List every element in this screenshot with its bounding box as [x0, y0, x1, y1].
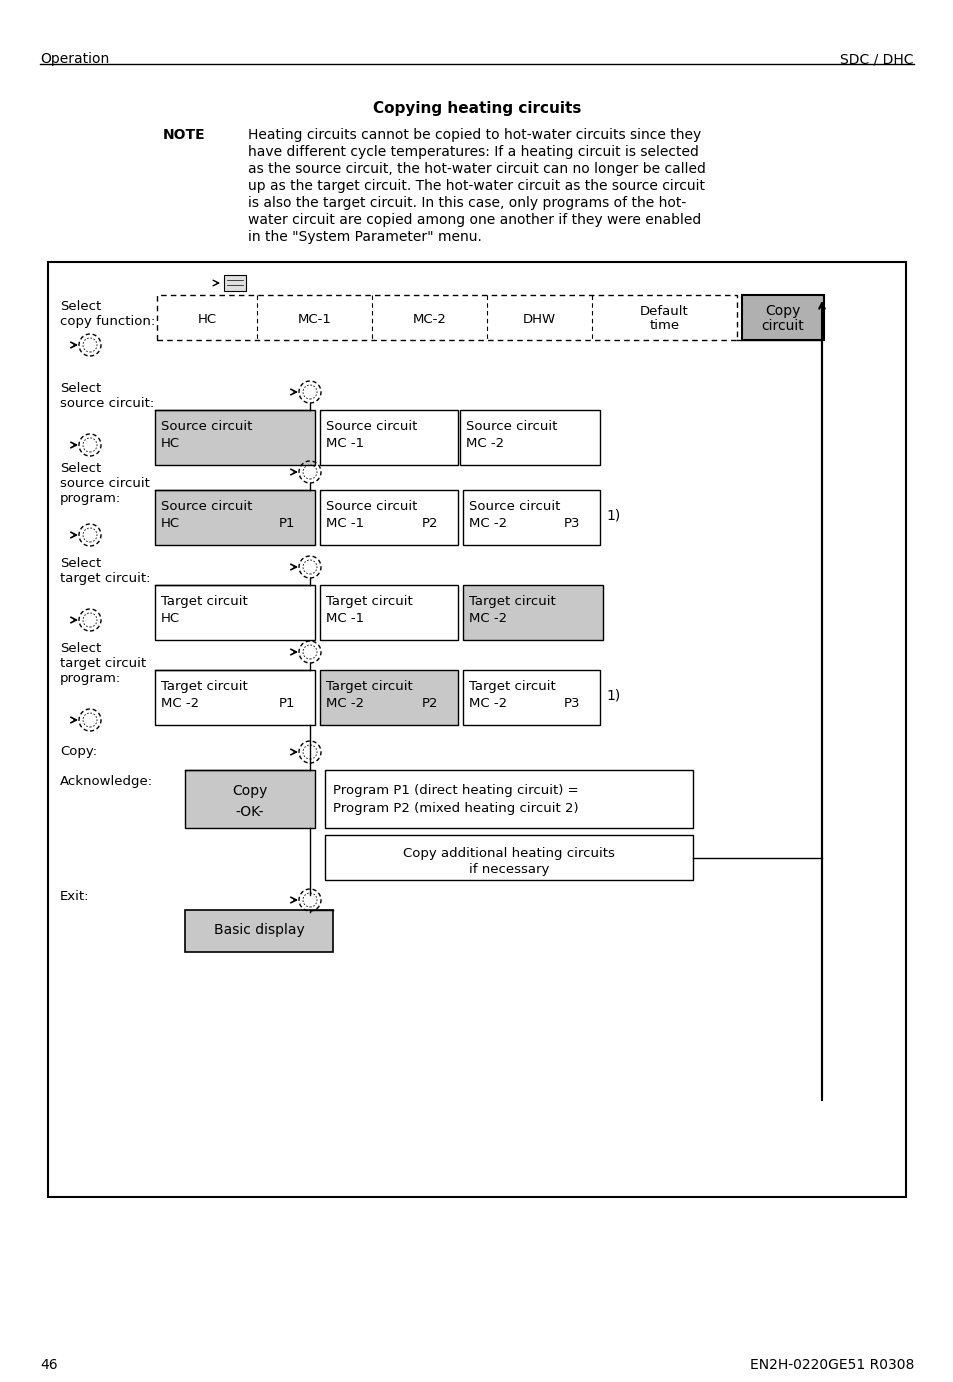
- Bar: [319, 670, 457, 726]
- Text: Target circuit: Target circuit: [161, 680, 248, 692]
- Text: source circuit: source circuit: [60, 477, 150, 491]
- Text: Source circuit: Source circuit: [465, 420, 557, 433]
- Bar: [154, 670, 314, 726]
- Text: have different cycle temperatures: If a heating circuit is selected: have different cycle temperatures: If a …: [248, 145, 699, 159]
- Text: time: time: [649, 319, 679, 332]
- Text: 1): 1): [605, 509, 619, 522]
- Text: Target circuit: Target circuit: [326, 680, 413, 692]
- Text: MC -1: MC -1: [326, 437, 364, 451]
- Bar: [462, 491, 599, 545]
- Text: Source circuit: Source circuit: [469, 500, 559, 513]
- Text: MC -2: MC -2: [465, 437, 503, 451]
- Text: Copy: Copy: [764, 304, 800, 318]
- Text: -OK-: -OK-: [235, 804, 264, 820]
- Text: 1): 1): [605, 688, 619, 702]
- Text: MC-2: MC-2: [412, 312, 446, 326]
- Text: Source circuit: Source circuit: [326, 500, 416, 513]
- Text: SDC / DHC: SDC / DHC: [840, 53, 913, 66]
- Text: HC: HC: [161, 517, 180, 531]
- Text: EN2H-0220GE51 R0308: EN2H-0220GE51 R0308: [749, 1359, 913, 1372]
- Text: Heating circuits cannot be copied to hot-water circuits since they: Heating circuits cannot be copied to hot…: [248, 129, 700, 142]
- Text: target circuit:: target circuit:: [60, 572, 151, 585]
- Text: Target circuit: Target circuit: [469, 596, 556, 608]
- Bar: [319, 410, 457, 464]
- Text: copy function:: copy function:: [60, 315, 155, 328]
- Text: source circuit:: source circuit:: [60, 397, 154, 410]
- Text: program:: program:: [60, 672, 121, 685]
- Text: NOTE: NOTE: [163, 129, 206, 142]
- Bar: [154, 585, 314, 640]
- Bar: [459, 410, 599, 464]
- Text: HC: HC: [161, 437, 180, 451]
- Bar: [319, 491, 457, 545]
- Text: P2: P2: [421, 517, 437, 531]
- Bar: [462, 585, 602, 640]
- Text: Copy:: Copy:: [60, 745, 97, 757]
- Text: circuit: circuit: [760, 319, 803, 333]
- Text: Acknowledge:: Acknowledge:: [60, 775, 153, 788]
- Text: target circuit: target circuit: [60, 656, 146, 670]
- Text: MC -2: MC -2: [469, 517, 507, 531]
- Text: P1: P1: [278, 517, 294, 531]
- Text: MC -2: MC -2: [469, 697, 507, 710]
- Text: Copying heating circuits: Copying heating circuits: [373, 101, 580, 116]
- Text: Copy additional heating circuits: Copy additional heating circuits: [402, 847, 615, 860]
- Text: DHW: DHW: [522, 312, 556, 326]
- Text: Select: Select: [60, 462, 101, 475]
- Text: HC: HC: [161, 612, 180, 625]
- Text: Program P2 (mixed heating circuit 2): Program P2 (mixed heating circuit 2): [333, 802, 578, 815]
- Text: MC-1: MC-1: [297, 312, 331, 326]
- Bar: [154, 491, 314, 545]
- Text: Select: Select: [60, 300, 101, 312]
- Text: MC -2: MC -2: [161, 697, 199, 710]
- Text: in the "System Parameter" menu.: in the "System Parameter" menu.: [248, 229, 481, 245]
- Bar: [154, 410, 314, 464]
- Text: if necessary: if necessary: [468, 862, 549, 876]
- Text: Select: Select: [60, 381, 101, 395]
- Bar: [48, 263, 905, 1197]
- Bar: [741, 294, 823, 340]
- Bar: [185, 909, 333, 952]
- Bar: [325, 835, 692, 880]
- Text: as the source circuit, the hot-water circuit can no longer be called: as the source circuit, the hot-water cir…: [248, 162, 705, 176]
- Text: HC: HC: [197, 312, 216, 326]
- Text: Select: Select: [60, 643, 101, 655]
- Text: Copy: Copy: [233, 784, 268, 797]
- Text: P1: P1: [278, 697, 294, 710]
- Text: is also the target circuit. In this case, only programs of the hot-: is also the target circuit. In this case…: [248, 196, 685, 210]
- Text: Operation: Operation: [40, 53, 110, 66]
- Text: Source circuit: Source circuit: [326, 420, 416, 433]
- Text: Default: Default: [639, 305, 688, 318]
- Text: Source circuit: Source circuit: [161, 500, 253, 513]
- Bar: [185, 770, 314, 828]
- Text: Source circuit: Source circuit: [161, 420, 253, 433]
- Text: Basic display: Basic display: [213, 923, 304, 937]
- Text: Select: Select: [60, 557, 101, 569]
- Bar: [325, 770, 692, 828]
- Text: program:: program:: [60, 492, 121, 504]
- Text: Target circuit: Target circuit: [469, 680, 556, 692]
- Text: up as the target circuit. The hot-water circuit as the source circuit: up as the target circuit. The hot-water …: [248, 180, 704, 193]
- Text: MC -1: MC -1: [326, 612, 364, 625]
- Text: water circuit are copied among one another if they were enabled: water circuit are copied among one anoth…: [248, 213, 700, 227]
- Text: Target circuit: Target circuit: [161, 596, 248, 608]
- Text: P3: P3: [563, 697, 579, 710]
- Text: MC -2: MC -2: [326, 697, 364, 710]
- Text: Target circuit: Target circuit: [326, 596, 413, 608]
- Text: P3: P3: [563, 517, 579, 531]
- Text: Program P1 (direct heating circuit) =: Program P1 (direct heating circuit) =: [333, 784, 578, 797]
- Bar: [462, 670, 599, 726]
- Text: MC -1: MC -1: [326, 517, 364, 531]
- Text: P2: P2: [421, 697, 437, 710]
- Bar: [224, 275, 246, 292]
- Text: Exit:: Exit:: [60, 890, 90, 902]
- Bar: [157, 294, 737, 340]
- Text: 46: 46: [40, 1359, 57, 1372]
- Bar: [319, 585, 457, 640]
- Text: MC -2: MC -2: [469, 612, 507, 625]
